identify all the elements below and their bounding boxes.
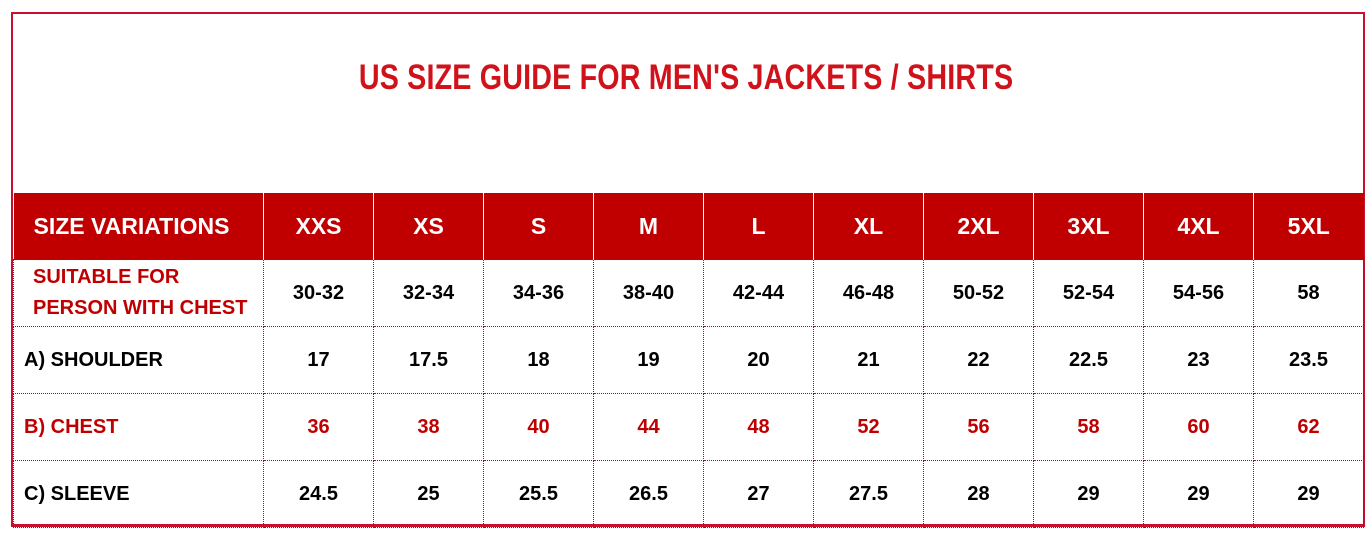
header-row: SIZE VARIATIONS XXS XS S M L XL 2XL 3XL 4XL 5XL xyxy=(13,193,1364,260)
table-cell: 22 xyxy=(923,326,1034,394)
table-cell: 29 xyxy=(1143,460,1254,528)
header-size-variations: SIZE VARIATIONS xyxy=(13,193,264,260)
table-cell: 44 xyxy=(593,393,704,461)
page-title-wrap: US SIZE GUIDE FOR MEN'S JACKETS / SHIRTS xyxy=(0,58,1372,98)
header-size: XS xyxy=(373,193,484,260)
table-cell: 52 xyxy=(813,393,924,461)
table-cell: 18 xyxy=(483,326,594,394)
header-size: 2XL xyxy=(923,193,1034,260)
table-cell: 29 xyxy=(1033,460,1144,528)
table-cell: 38 xyxy=(373,393,484,461)
table-cell: 38-40 xyxy=(593,259,704,327)
header-size: 3XL xyxy=(1033,193,1144,260)
header-size: XXS xyxy=(263,193,374,260)
table-row: A) SHOULDER 17 17.5 18 19 20 21 22 22.5 23 23.5 xyxy=(13,326,1364,394)
table-cell: 27.5 xyxy=(813,460,924,528)
table-cell: 62 xyxy=(1253,393,1364,461)
table-cell: 52-54 xyxy=(1033,259,1144,327)
header-size: 4XL xyxy=(1143,193,1254,260)
size-table: SIZE VARIATIONS XXS XS S M L XL 2XL 3XL 4XL 5XL SU… xyxy=(13,193,1364,528)
table-cell: 56 xyxy=(923,393,1034,461)
table-cell: 48 xyxy=(703,393,814,461)
header-size: L xyxy=(703,193,814,260)
table-cell: 23.5 xyxy=(1253,326,1364,394)
header-size: S xyxy=(483,193,594,260)
table-cell: 19 xyxy=(593,326,704,394)
row-label: B) CHEST xyxy=(13,393,264,461)
table-cell: 40 xyxy=(483,393,594,461)
table-cell: 30-32 xyxy=(263,259,374,327)
header-size: 5XL xyxy=(1253,193,1364,260)
header-size: XL xyxy=(813,193,924,260)
row-label: A) SHOULDER xyxy=(13,326,264,394)
row-label: SUITABLE FOR PERSON WITH CHEST xyxy=(13,259,264,327)
table-cell: 21 xyxy=(813,326,924,394)
table-cell: 28 xyxy=(923,460,1034,528)
table-cell: 60 xyxy=(1143,393,1254,461)
page-title: US SIZE GUIDE FOR MEN'S JACKETS / SHIRTS xyxy=(358,58,1014,97)
table-cell: 58 xyxy=(1033,393,1144,461)
table-row: SUITABLE FOR PERSON WITH CHEST 30-32 32-34… xyxy=(13,259,1364,327)
table-cell: 46-48 xyxy=(813,259,924,327)
table-cell: 25 xyxy=(373,460,484,528)
table-cell: 17 xyxy=(263,326,374,394)
table-cell: 36 xyxy=(263,393,374,461)
table-cell: 20 xyxy=(703,326,814,394)
table-cell: 34-36 xyxy=(483,259,594,327)
table-cell: 54-56 xyxy=(1143,259,1254,327)
table-cell: 25.5 xyxy=(483,460,594,528)
table-row: B) CHEST 36 38 40 44 48 52 56 58 60 62 xyxy=(13,393,1364,461)
table-cell: 42-44 xyxy=(703,259,814,327)
table-cell: 22.5 xyxy=(1033,326,1144,394)
table-row: C) SLEEVE 24.5 25 25.5 26.5 27 27.5 28 29 29 29 xyxy=(13,460,1364,528)
header-size: M xyxy=(593,193,704,260)
table-cell: 58 xyxy=(1253,259,1364,327)
table-cell: 27 xyxy=(703,460,814,528)
table-cell: 24.5 xyxy=(263,460,374,528)
table-cell: 23 xyxy=(1143,326,1254,394)
table-cell: 29 xyxy=(1253,460,1364,528)
table-cell: 17.5 xyxy=(373,326,484,394)
row-label: C) SLEEVE xyxy=(13,460,264,528)
table-cell: 32-34 xyxy=(373,259,484,327)
table-cell: 50-52 xyxy=(923,259,1034,327)
table-cell: 26.5 xyxy=(593,460,704,528)
